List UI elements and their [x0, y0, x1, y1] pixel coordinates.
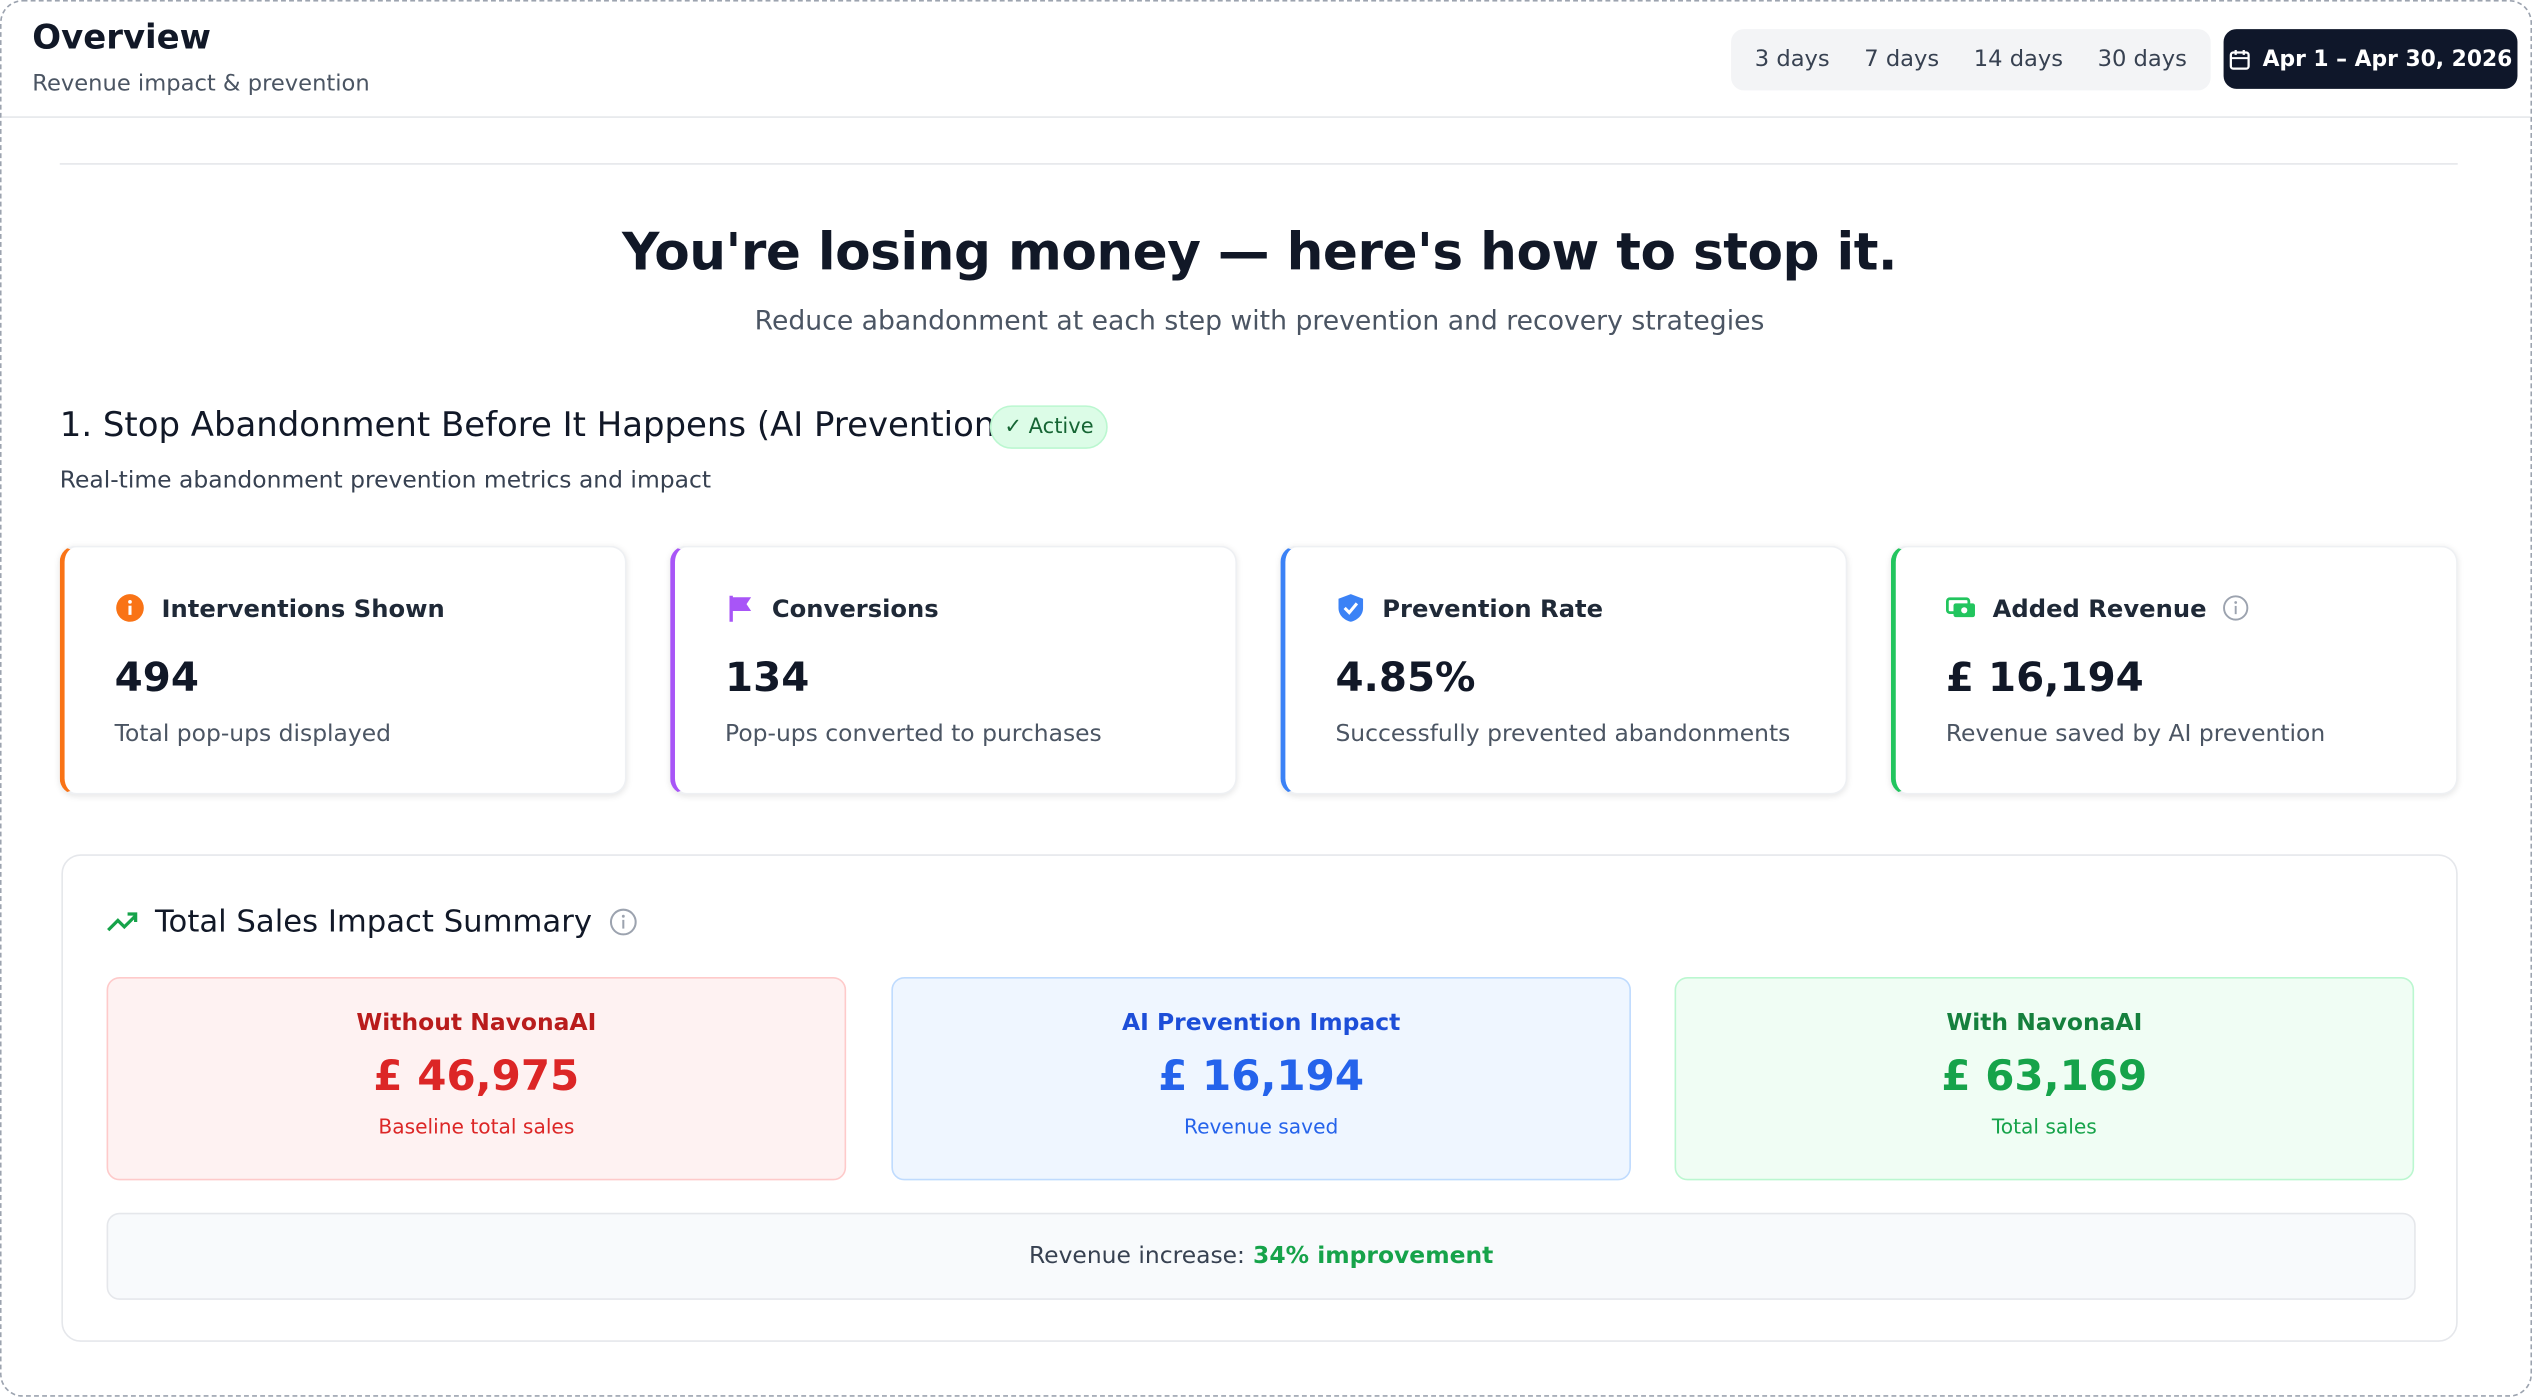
money-icon [1945, 597, 1975, 618]
label-text: Interventions Shown [161, 593, 445, 623]
info-outline-icon[interactable] [2223, 594, 2250, 621]
label-text: Conversions [771, 593, 939, 623]
hero-subtitle: Reduce abandonment at each step with pre… [754, 305, 1765, 336]
status-badge: ✓ Active [989, 405, 1109, 449]
metric-card: Prevention Rate 4.85% Successfully preve… [1280, 545, 1848, 795]
card-value: 494 [114, 653, 199, 701]
info-icon [116, 594, 144, 622]
summary-box: Total Sales Impact Summary Without Navon… [61, 854, 2458, 1342]
panel-caption: Revenue saved [1183, 1114, 1339, 1139]
metric-card: Conversions 134 Pop-ups converted to pur… [670, 545, 1237, 795]
panel-caption: Baseline total sales [378, 1114, 575, 1139]
card-value: 4.85% [1335, 653, 1476, 701]
summary-title: Total Sales Impact Summary [155, 904, 592, 940]
summary-heading: Total Sales Impact Summary [107, 904, 638, 940]
card-value: £ 16,194 [1945, 653, 2144, 701]
divider [59, 163, 2458, 165]
panel-caption: Total sales [1991, 1114, 2097, 1139]
label-text: Added Revenue [1992, 593, 2207, 623]
metric-card: Added Revenue £ 16,194 Revenue saved by … [1890, 545, 2458, 795]
page-title: Overview [32, 17, 212, 57]
label-text: Prevention Rate [1382, 593, 1604, 623]
card-label: Prevention Rate [1335, 593, 1603, 624]
info-outline-icon[interactable] [608, 908, 637, 937]
card-caption: Successfully prevented abandonments [1335, 721, 1791, 748]
range-button[interactable]: 7 days [1864, 46, 1940, 73]
summary-footer: Revenue increase: 34% improvement [106, 1212, 2416, 1300]
range-button[interactable]: 14 days [1973, 46, 2064, 73]
impact-panel: With NavonaAI £ 63,169 Total sales [1674, 976, 2415, 1181]
impact-panel: Without NavonaAI £ 46,975 Baseline total… [106, 976, 847, 1181]
date-picker[interactable]: Apr 1 – Apr 30, 2026 [2223, 29, 2518, 89]
panel-label: Without NavonaAI [356, 1010, 597, 1037]
card-caption: Revenue saved by AI prevention [1945, 721, 2326, 748]
page-subtitle: Revenue impact & prevention [32, 71, 370, 97]
footer-highlight: 34% improvement [1253, 1243, 1494, 1270]
panel-value: £ 63,169 [1941, 1052, 2148, 1102]
section-subtitle: Real-time abandonment prevention metrics… [59, 468, 712, 495]
trend-icon [107, 912, 138, 932]
panel-value: £ 16,194 [1158, 1052, 1365, 1102]
top-bar: Overview Revenue impact & prevention 3 d… [1, 2, 2531, 118]
flag-icon [729, 595, 752, 622]
card-caption: Pop-ups converted to purchases [725, 721, 1102, 748]
card-label: Added Revenue [1945, 593, 2250, 624]
date-range: Apr 1 – Apr 30, 2026 [2262, 46, 2513, 72]
panel-label: AI Prevention Impact [1122, 1010, 1401, 1037]
range-button[interactable]: 30 days [2097, 46, 2187, 73]
shield-icon [1338, 594, 1364, 622]
hero-title: You're losing money — here's how to stop… [622, 221, 1898, 283]
card-label: Interventions Shown [115, 593, 445, 624]
panel-value: £ 46,975 [373, 1052, 580, 1102]
calendar-icon [2229, 49, 2250, 69]
panel-label: With NavonaAI [1946, 1010, 2143, 1037]
impact-panel: AI Prevention Impact £ 16,194 Revenue sa… [891, 976, 1631, 1181]
footer-label: Revenue increase: [1028, 1243, 1245, 1270]
card-value: 134 [725, 653, 810, 701]
card-label: Conversions [725, 593, 939, 624]
range-selector: 3 days 7 days 14 days 30 days [1731, 29, 2211, 91]
section-title: 1. Stop Abandonment Before It Happens (A… [59, 405, 1009, 445]
card-caption: Total pop-ups displayed [114, 721, 392, 748]
metric-card: Interventions Shown 494 Total pop-ups di… [59, 545, 627, 795]
range-button[interactable]: 3 days [1754, 46, 1830, 73]
